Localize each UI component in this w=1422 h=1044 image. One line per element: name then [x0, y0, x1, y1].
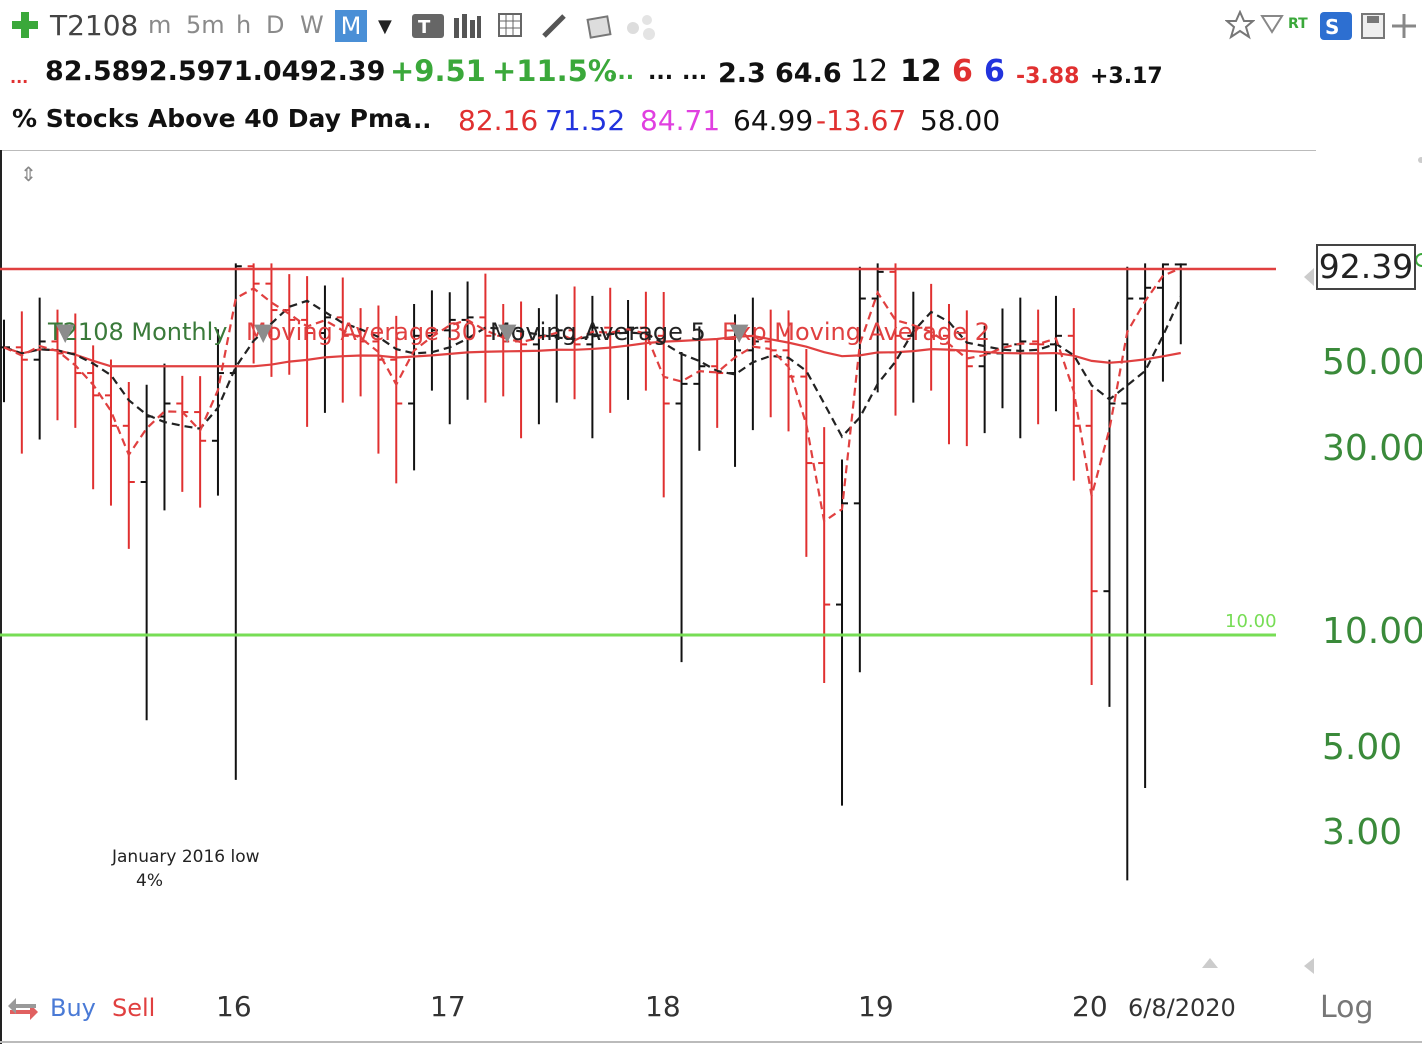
- ma30-line: [3, 334, 1181, 368]
- y-tick-label: 3.00: [1322, 812, 1403, 854]
- add-symbol-icon[interactable]: [10, 10, 40, 40]
- price-chart[interactable]: 10.00 January 2016 low 4%: [0, 150, 1422, 1044]
- axis-arrow-icon: [1304, 268, 1314, 286]
- quote-value-1: 2.3: [718, 58, 766, 89]
- pencil-icon[interactable]: [540, 10, 570, 40]
- indicator-name: % Stocks Above 40 Day Pma: [12, 104, 411, 133]
- x-tick-label: 19: [858, 990, 894, 1023]
- quote-low: 71.04: [215, 56, 301, 87]
- trade-arrows-icon[interactable]: [6, 994, 40, 1022]
- moving-average-lines: [3, 267, 1182, 524]
- x-tick-label: 18: [645, 990, 681, 1023]
- scroll-left-icon[interactable]: [1304, 958, 1314, 974]
- y-tick-label: 50.00: [1322, 342, 1422, 384]
- annotation-line-1: January 2016 low: [111, 847, 260, 867]
- bar-chart-icon[interactable]: [452, 12, 482, 40]
- corner-dot-icon: [1418, 157, 1422, 163]
- share-icon[interactable]: S: [1320, 12, 1352, 40]
- star-icon[interactable]: [1225, 10, 1255, 40]
- quote-dots-3: ...: [682, 60, 708, 85]
- x-tick-label: 17: [430, 990, 466, 1023]
- bubbles-icon: [627, 15, 655, 40]
- quote-leading-dots: ...: [10, 68, 29, 87]
- annotation-line-2: 4%: [136, 871, 163, 891]
- log-scale-toggle[interactable]: Log: [1320, 990, 1374, 1025]
- live-dot-icon: [1415, 253, 1422, 267]
- legend-sort-icon[interactable]: ⇕: [20, 162, 37, 186]
- quote-close: 92.39: [300, 56, 386, 87]
- interval-minute[interactable]: m: [148, 11, 172, 39]
- quote-dots-1: ...: [609, 60, 635, 85]
- price-box: 92.39: [1316, 244, 1416, 290]
- quote-value-2: 64.6: [775, 58, 842, 89]
- scroll-up-icon[interactable]: [1202, 958, 1218, 968]
- indicator-line: % Stocks Above 40 Day Pma ... 82.16 71.5…: [0, 100, 1422, 146]
- legend-ema2-dropdown-icon[interactable]: ▼: [730, 318, 749, 346]
- save-icon[interactable]: [1360, 12, 1386, 40]
- interval-dropdown-icon[interactable]: ▼: [378, 16, 392, 37]
- interval-day[interactable]: D: [266, 11, 285, 39]
- indicator-dots: ...: [404, 106, 432, 134]
- text-tool-icon[interactable]: T: [412, 14, 444, 38]
- sell-button[interactable]: Sell: [112, 994, 156, 1022]
- quote-value-4: 12: [900, 54, 942, 89]
- quote-value-6: 6: [984, 54, 1005, 89]
- layers-icon[interactable]: [585, 12, 615, 40]
- indicator-value-2: 71.52: [545, 104, 626, 137]
- x-tick-label: 20: [1072, 990, 1108, 1023]
- interval-month[interactable]: M: [335, 10, 367, 42]
- x-tick-label: 16: [216, 990, 252, 1023]
- indicator-value-5: -13.67: [816, 104, 907, 137]
- y-tick-label: 5.00: [1322, 726, 1403, 768]
- quote-value-8: +3.17: [1090, 64, 1163, 89]
- quote-value-3: 12: [850, 54, 889, 89]
- quote-change: +9.51: [390, 54, 486, 88]
- y-tick-label: 30.00: [1322, 427, 1422, 469]
- alert-flag-icon[interactable]: [1260, 12, 1286, 38]
- quote-value-7: -3.88: [1016, 64, 1080, 89]
- interval-week[interactable]: W: [300, 11, 324, 39]
- svg-text:T: T: [418, 17, 431, 38]
- svg-text:S: S: [1325, 15, 1339, 39]
- buy-button[interactable]: Buy: [50, 994, 96, 1022]
- move-icon[interactable]: [1390, 12, 1418, 40]
- y-tick-label: 10.00: [1322, 611, 1422, 652]
- grid-icon[interactable]: [497, 12, 525, 40]
- quote-change-pct: +11.5%: [492, 54, 617, 88]
- ema2-line: [3, 267, 1182, 524]
- x-tick-label: 6/8/2020: [1128, 994, 1236, 1022]
- legend-series-dropdown-icon[interactable]: ▼: [56, 318, 75, 346]
- support-line-label: 10.00: [1225, 611, 1277, 632]
- legend-ma30-dropdown-icon[interactable]: ▼: [254, 318, 273, 346]
- toolbar: T2108 m 5m h D W M ▼ T RT S: [0, 0, 1422, 52]
- quote-dots-2: ...: [648, 60, 674, 85]
- symbol-label[interactable]: T2108: [50, 9, 139, 42]
- realtime-icon: RT: [1288, 16, 1308, 32]
- interval-5-minute[interactable]: 5m: [186, 11, 225, 39]
- legend-ma5-dropdown-icon[interactable]: ▼: [498, 318, 517, 346]
- indicator-value-4: 64.99: [733, 104, 814, 137]
- quote-value-5: 6: [952, 54, 973, 89]
- quote-high: 92.59: [130, 56, 216, 87]
- quote-line: ... 82.58 92.59 71.04 92.39 +9.51 +11.5%…: [0, 54, 1422, 98]
- indicator-value-6: 58.00: [920, 104, 1001, 137]
- indicator-value-1: 82.16: [458, 104, 539, 137]
- interval-hour[interactable]: h: [236, 11, 252, 39]
- indicator-value-3: 84.71: [640, 104, 721, 137]
- quote-open: 82.58: [45, 56, 131, 87]
